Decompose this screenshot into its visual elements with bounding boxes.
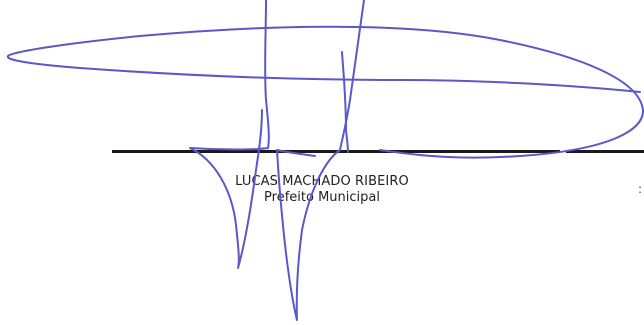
signature-middle-stroke xyxy=(341,51,349,153)
edge-mark: : xyxy=(638,182,643,196)
signature-left-stroke xyxy=(189,0,270,269)
signer-title: Prefeito Municipal xyxy=(264,190,380,205)
signature-loop-stroke xyxy=(6,25,644,159)
signature-right-stroke xyxy=(276,0,365,321)
